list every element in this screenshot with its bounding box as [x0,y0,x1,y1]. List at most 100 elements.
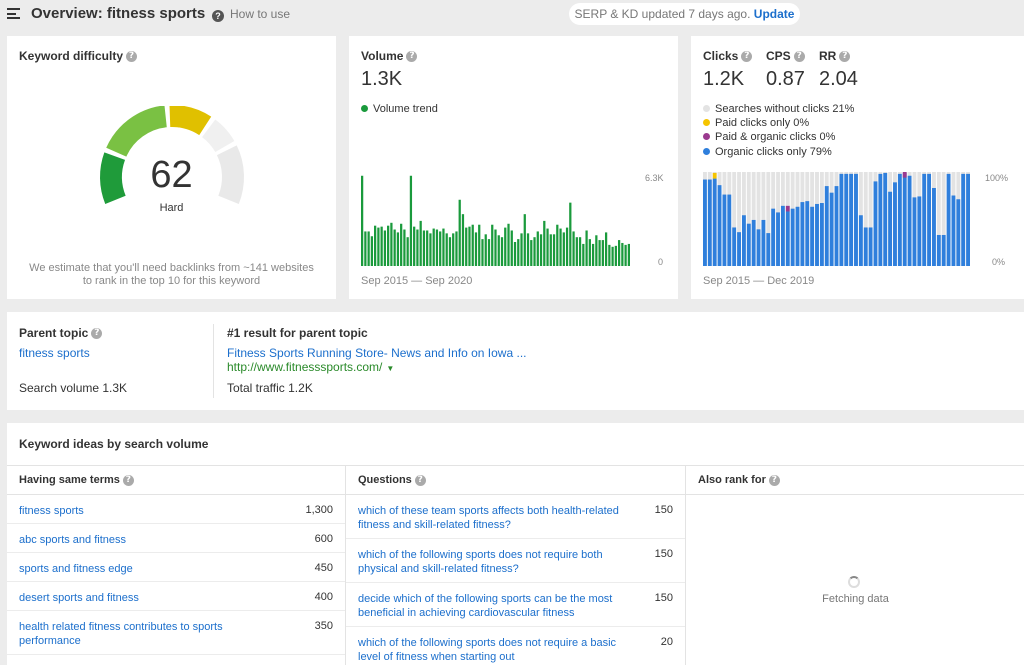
chevron-down-icon[interactable]: ▼ [386,364,395,373]
keyword-link[interactable]: decide which of the following sports can… [358,593,613,619]
keyword-link[interactable]: which of the following sports does not r… [358,549,603,575]
organic-click-bar[interactable] [780,205,785,266]
volume-bar[interactable] [491,224,494,266]
organic-click-bar[interactable] [946,173,951,266]
organic-click-bar[interactable] [922,173,927,266]
organic-click-bar[interactable] [819,203,824,266]
list-item[interactable]: abc sports and fitness 600 [7,524,345,553]
volume-bar[interactable] [484,234,487,266]
volume-bar[interactable] [598,240,601,266]
volume-bar[interactable] [458,199,461,266]
list-item[interactable]: desert sports and fitness 400 [7,582,345,611]
organic-click-bar[interactable] [834,186,839,266]
list-item[interactable]: which of the following sports does not r… [346,539,685,583]
keyword-link[interactable]: health related fitness contributes to sp… [19,621,223,647]
volume-bar[interactable] [403,229,406,266]
volume-bar[interactable] [526,233,530,266]
organic-click-bar[interactable] [707,179,712,266]
volume-bar[interactable] [604,232,608,266]
top-result-url[interactable]: http://www.fitnesssports.com/▼ [227,360,394,374]
volume-bar[interactable] [361,175,364,266]
organic-click-bar[interactable] [741,215,746,266]
update-button[interactable]: Update [753,7,795,21]
volume-bar[interactable] [442,228,445,266]
volume-bar[interactable] [478,224,481,266]
volume-bar[interactable] [552,234,556,266]
volume-bar[interactable] [504,227,507,266]
organic-click-bar[interactable] [746,223,751,266]
info-icon[interactable]: ? [91,328,103,340]
volume-bar[interactable] [387,225,390,266]
volume-bar[interactable] [468,226,471,266]
organic-click-bar[interactable] [941,234,946,266]
info-icon[interactable]: ? [741,51,753,63]
volume-bar[interactable] [520,233,523,266]
volume-bar[interactable] [601,240,604,266]
info-icon[interactable]: ? [768,474,780,486]
organic-click-bar[interactable] [751,219,756,266]
top-result-link[interactable]: Fitness Sports Running Store- News and I… [227,346,527,360]
volume-bar[interactable] [383,230,387,266]
column-header-same-terms[interactable]: Having same terms? [7,465,345,495]
organic-click-bar[interactable] [878,173,883,266]
organic-click-bar[interactable] [756,229,761,266]
volume-bar[interactable] [393,229,396,266]
organic-click-bar[interactable] [824,186,829,266]
info-icon[interactable]: ? [126,51,138,63]
volume-bar[interactable] [497,235,500,266]
organic-click-bar[interactable] [717,185,722,266]
list-item[interactable]: fitness sports 1,300 [7,495,345,524]
organic-click-bar[interactable] [761,219,766,266]
volume-bar[interactable] [543,220,546,266]
info-icon[interactable]: ? [406,51,418,63]
column-header-also-rank-for[interactable]: Also rank for? [686,465,1024,495]
volume-bar[interactable] [474,232,478,266]
volume-bar[interactable] [374,225,377,266]
volume-bar[interactable] [406,237,409,266]
volume-bar[interactable] [572,231,575,266]
organic-click-bar[interactable] [956,199,961,266]
organic-click-bar[interactable] [863,227,868,266]
volume-bar[interactable] [510,230,513,266]
volume-bar[interactable] [517,239,520,266]
parent-topic-keyword[interactable]: fitness sports [19,346,90,360]
volume-bar[interactable] [536,231,539,266]
organic-click-bar[interactable] [873,181,878,266]
volume-bar[interactable] [409,175,413,266]
organic-click-bar[interactable] [912,197,917,266]
volume-bar[interactable] [582,243,585,266]
volume-bar[interactable] [523,214,526,266]
volume-bar[interactable] [549,234,552,266]
organic-click-bar[interactable] [883,172,888,266]
list-item[interactable]: which of the following sports does not r… [346,627,685,665]
volume-bar[interactable] [546,228,549,266]
volume-bar[interactable] [591,243,595,266]
volume-bar[interactable] [471,224,474,266]
volume-bar[interactable] [513,242,517,266]
organic-click-bar[interactable] [737,232,741,266]
organic-click-bar[interactable] [727,194,732,266]
keyword-link[interactable]: which of the following sports does not r… [358,637,617,663]
volume-bar[interactable] [445,233,448,266]
column-header-questions[interactable]: Questions? [346,465,685,495]
info-icon[interactable]: ? [122,474,134,486]
organic-click-bar[interactable] [805,201,810,266]
organic-click-bar[interactable] [966,173,970,266]
volume-bar[interactable] [364,231,367,266]
volume-bar[interactable] [611,246,614,266]
organic-click-bar[interactable] [712,178,717,266]
volume-bar[interactable] [559,228,562,266]
volume-bar[interactable] [461,214,465,266]
keyword-link[interactable]: abc sports and fitness [19,534,127,546]
keyword-link[interactable]: which of these team sports affects both … [358,505,619,531]
organic-click-bar[interactable] [844,173,849,266]
volume-bar[interactable] [588,239,591,266]
volume-bar[interactable] [422,230,426,266]
volume-bar[interactable] [565,227,569,266]
organic-click-bar[interactable] [888,191,893,266]
volume-bar[interactable] [614,245,617,266]
volume-bar[interactable] [500,237,504,266]
organic-click-bar[interactable] [868,227,873,266]
volume-bar[interactable] [452,233,455,266]
list-item[interactable]: sports and fitness edge 450 [7,553,345,582]
